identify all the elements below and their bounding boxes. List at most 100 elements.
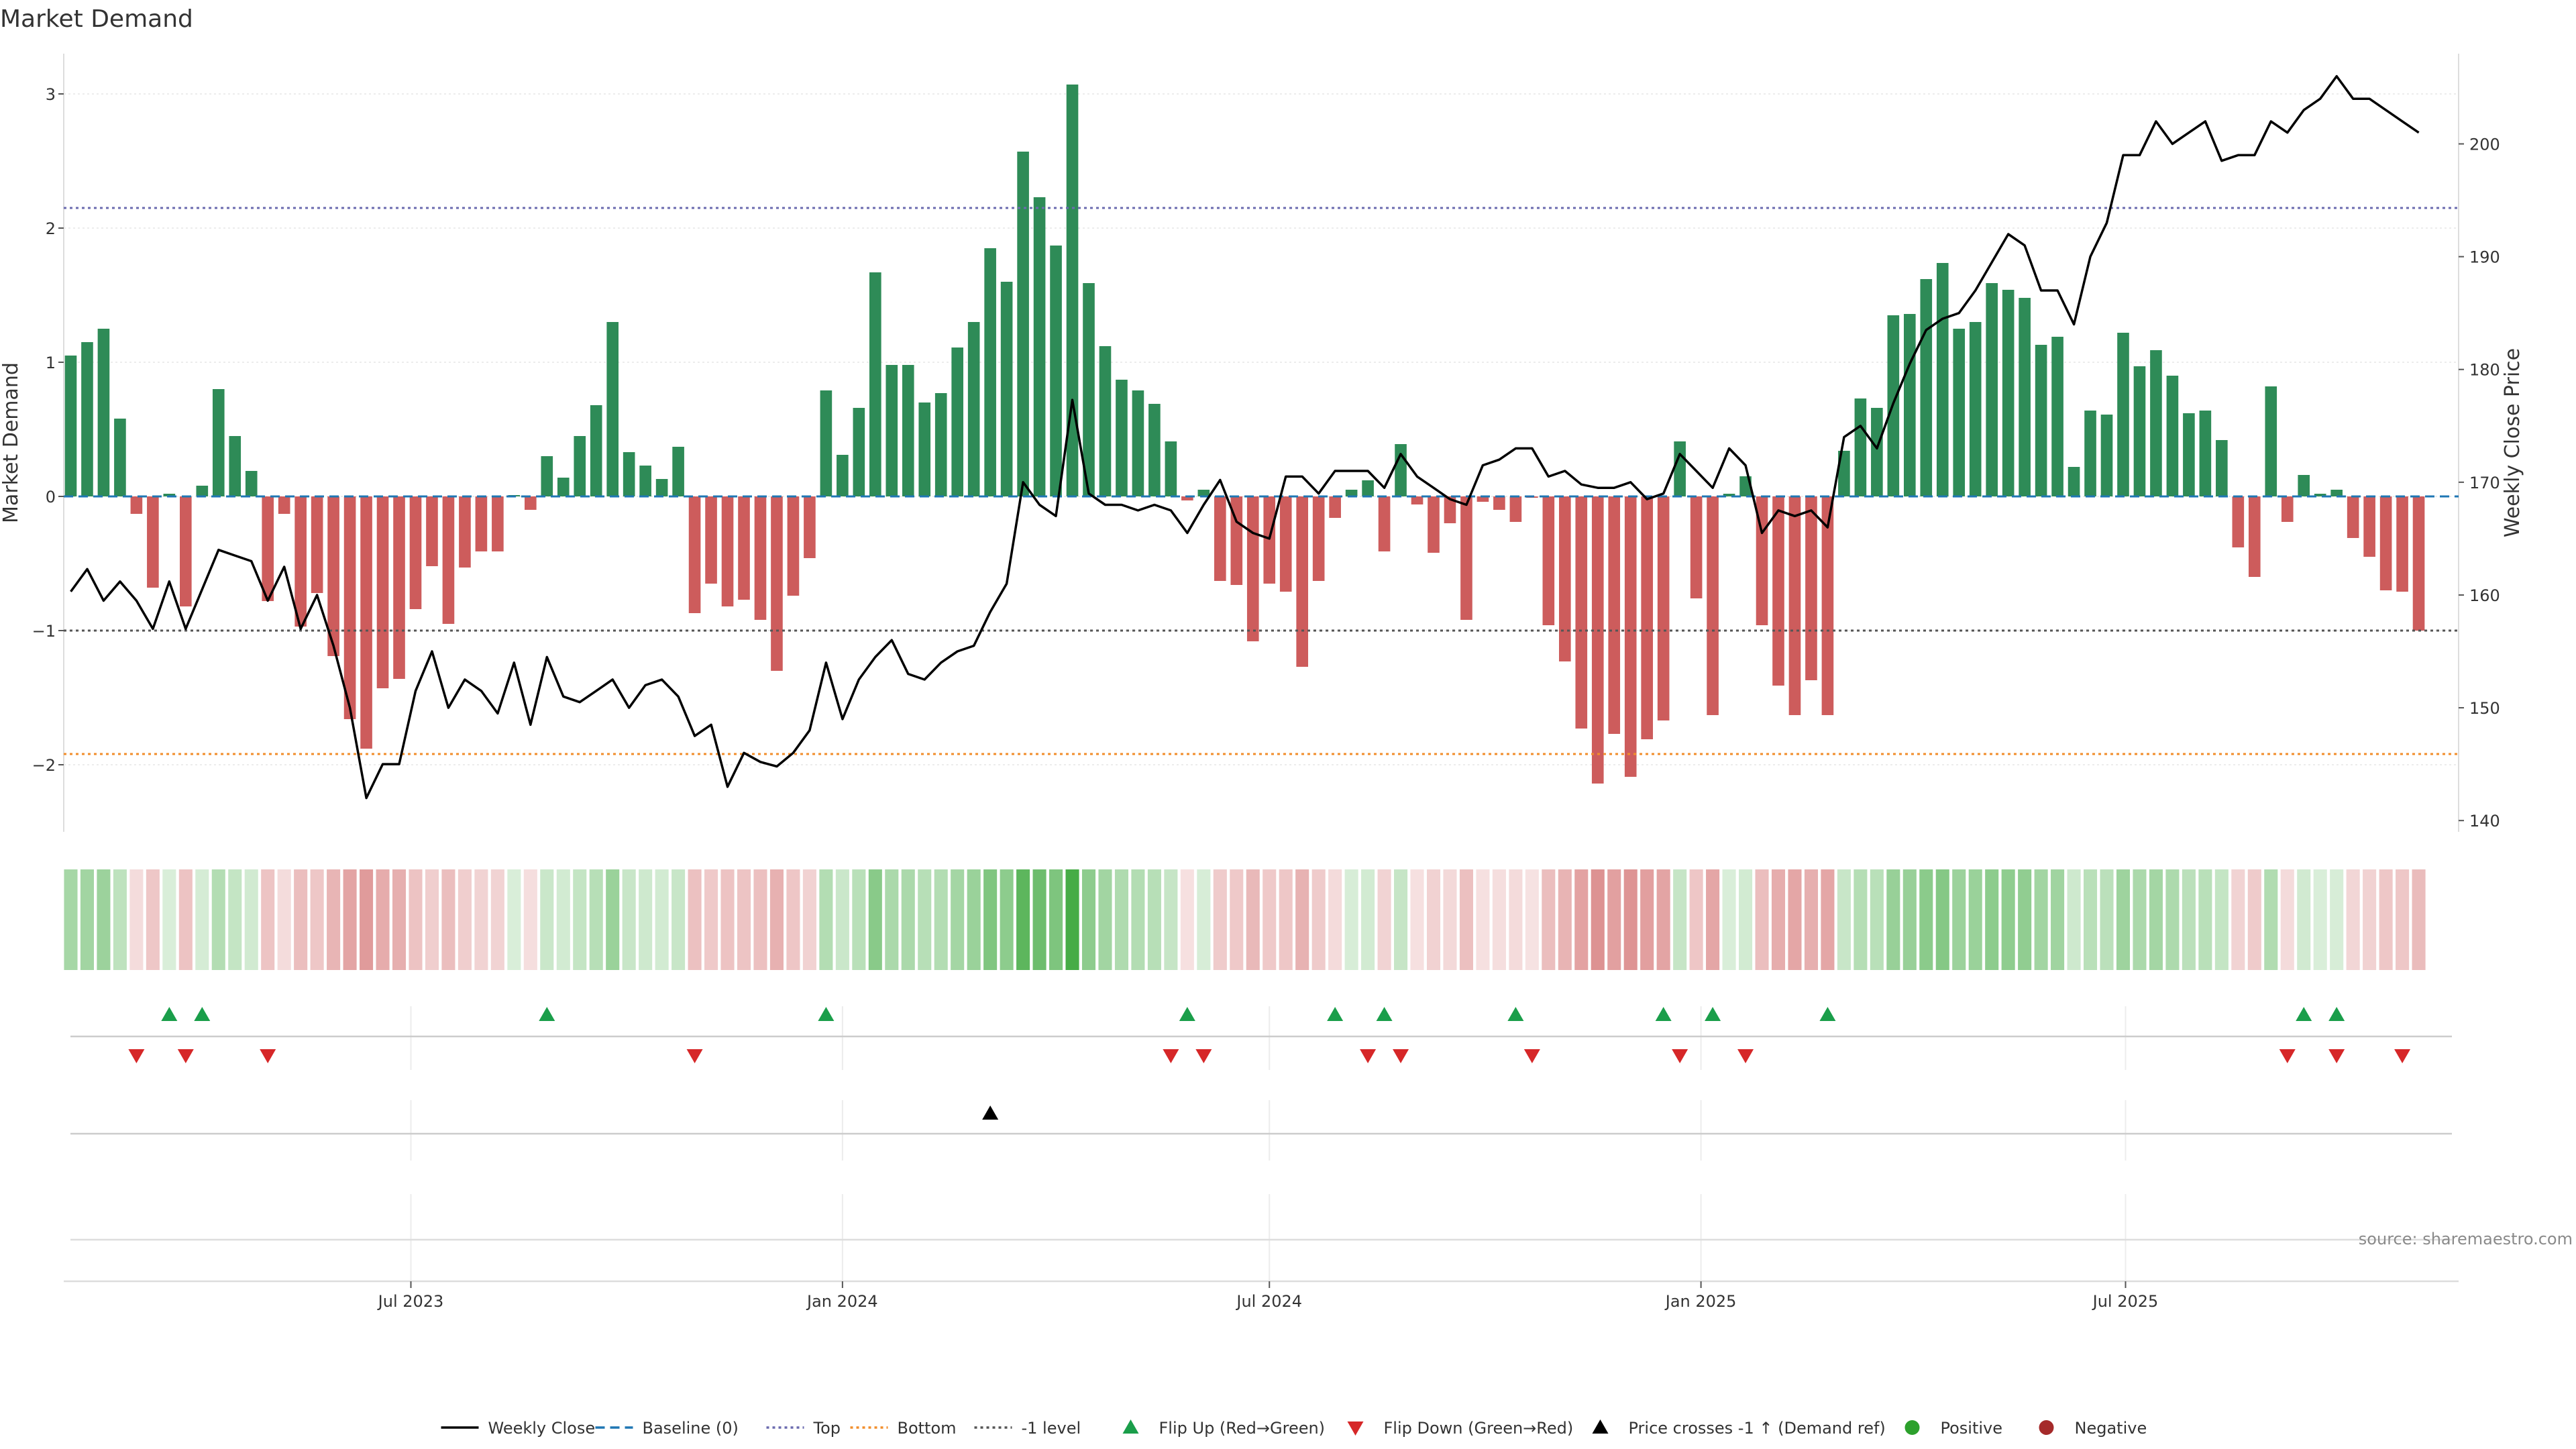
heat-cell	[819, 869, 833, 970]
demand-bar	[918, 402, 931, 496]
heat-cell	[901, 869, 915, 970]
flip-down-marker	[1163, 1049, 1179, 1063]
legend-label: Flip Down (Green→Red)	[1384, 1419, 1574, 1438]
demand-heat-strip	[64, 869, 2426, 970]
legend: Weekly Close Baseline (0) Top Bottom -1 leve…	[441, 1419, 2147, 1438]
heat-cell	[1689, 869, 1703, 970]
y2-tick-label: 140	[2469, 812, 2500, 830]
legend-label: Positive	[1941, 1419, 2003, 1438]
heat-cell	[868, 869, 882, 970]
demand-bar	[262, 496, 274, 601]
flip-down-marker	[1737, 1049, 1754, 1063]
x-tick-label: Jan 2024	[806, 1292, 878, 1311]
y-tick-label: −1	[32, 622, 56, 641]
heat-cell	[2018, 869, 2032, 970]
demand-bar	[2019, 298, 2031, 496]
demand-bar	[1214, 496, 1226, 581]
demand-bar	[2035, 345, 2047, 496]
demand-bar	[2183, 413, 2195, 496]
heat-cell	[2214, 869, 2229, 970]
heat-cell	[1197, 869, 1211, 970]
demand-bar	[1723, 494, 1735, 496]
demand-bar	[590, 405, 602, 496]
heat-cell	[1295, 869, 1309, 970]
demand-bar	[837, 455, 849, 496]
heat-cell	[934, 869, 948, 970]
legend-swatch-dot	[1904, 1420, 1920, 1435]
legend-label: Flip Up (Red→Green)	[1159, 1419, 1326, 1438]
heat-cell	[2182, 869, 2196, 970]
heat-cell	[1902, 869, 1917, 970]
legend-label: -1 level	[1022, 1419, 1081, 1438]
heat-cell	[211, 869, 225, 970]
heat-cell	[195, 869, 209, 970]
heat-cell	[540, 869, 554, 970]
heat-cell	[425, 869, 439, 970]
heat-cell	[1098, 869, 1112, 970]
flip-down-marker	[2279, 1049, 2296, 1063]
weekly-close-line	[70, 74, 2420, 800]
demand-bar	[1690, 496, 1703, 598]
demand-bar	[1542, 496, 1555, 625]
heat-cell	[2133, 869, 2147, 970]
heat-cell	[244, 869, 258, 970]
heat-cell	[1131, 869, 1145, 970]
demand-bar	[1263, 496, 1276, 584]
heat-cell	[1656, 869, 1670, 970]
heat-cell	[2067, 869, 2081, 970]
demand-bar	[1772, 496, 1784, 686]
heat-cell	[688, 869, 702, 970]
heat-cell	[704, 869, 718, 970]
flip-down-marker	[128, 1049, 145, 1063]
flip-up-marker	[2296, 1007, 2312, 1021]
y-axis-label: Market Demand	[0, 362, 23, 523]
demand-bar	[967, 322, 980, 496]
flip-up-marker	[161, 1007, 178, 1021]
demand-bar	[1838, 451, 1850, 496]
heat-cell	[294, 869, 308, 970]
heat-cell	[146, 869, 160, 970]
demand-bar	[343, 496, 356, 719]
legend-label: Bottom	[898, 1419, 957, 1438]
flip-up-marker	[1705, 1007, 1721, 1021]
demand-bar	[2166, 376, 2179, 496]
demand-bar	[1362, 480, 1374, 496]
heat-cell	[1607, 869, 1621, 970]
heat-cell	[1032, 869, 1046, 970]
heat-cell	[2297, 869, 2311, 970]
heat-cell	[589, 869, 603, 970]
demand-bar	[2265, 386, 2277, 496]
demand-bar	[2199, 411, 2212, 496]
flip-up-marker	[539, 1007, 555, 1021]
heat-cell	[1919, 869, 1933, 970]
flip-down-marker	[1393, 1049, 1409, 1063]
demand-bar	[2412, 496, 2425, 631]
flip-up-marker	[1179, 1007, 1195, 1021]
flip-up-marker	[2328, 1007, 2345, 1021]
heat-cell	[327, 869, 341, 970]
demand-bar	[1378, 496, 1391, 551]
demand-bar	[754, 496, 767, 620]
heat-cell	[1870, 869, 1884, 970]
demand-bar	[902, 365, 914, 496]
demand-bar	[147, 496, 159, 588]
heat-cell	[228, 869, 242, 970]
heat-cell	[1935, 869, 1949, 970]
heat-cell	[885, 869, 899, 970]
price-cross-marker	[982, 1106, 999, 1120]
heat-cell	[2363, 869, 2377, 970]
heat-cell	[2379, 869, 2393, 970]
demand-bar	[229, 436, 241, 496]
legend-label: Baseline (0)	[643, 1419, 739, 1438]
heat-cell	[1985, 869, 1999, 970]
demand-bar	[1279, 496, 1292, 592]
demand-bar	[1674, 441, 1686, 496]
demand-bar	[492, 496, 504, 551]
heat-cell	[97, 869, 111, 970]
heat-cell	[951, 869, 965, 970]
heat-cell	[2346, 869, 2360, 970]
demand-bar	[2314, 494, 2326, 496]
demand-bar	[163, 494, 176, 496]
demand-bar	[2133, 366, 2146, 496]
heat-cell	[606, 869, 620, 970]
